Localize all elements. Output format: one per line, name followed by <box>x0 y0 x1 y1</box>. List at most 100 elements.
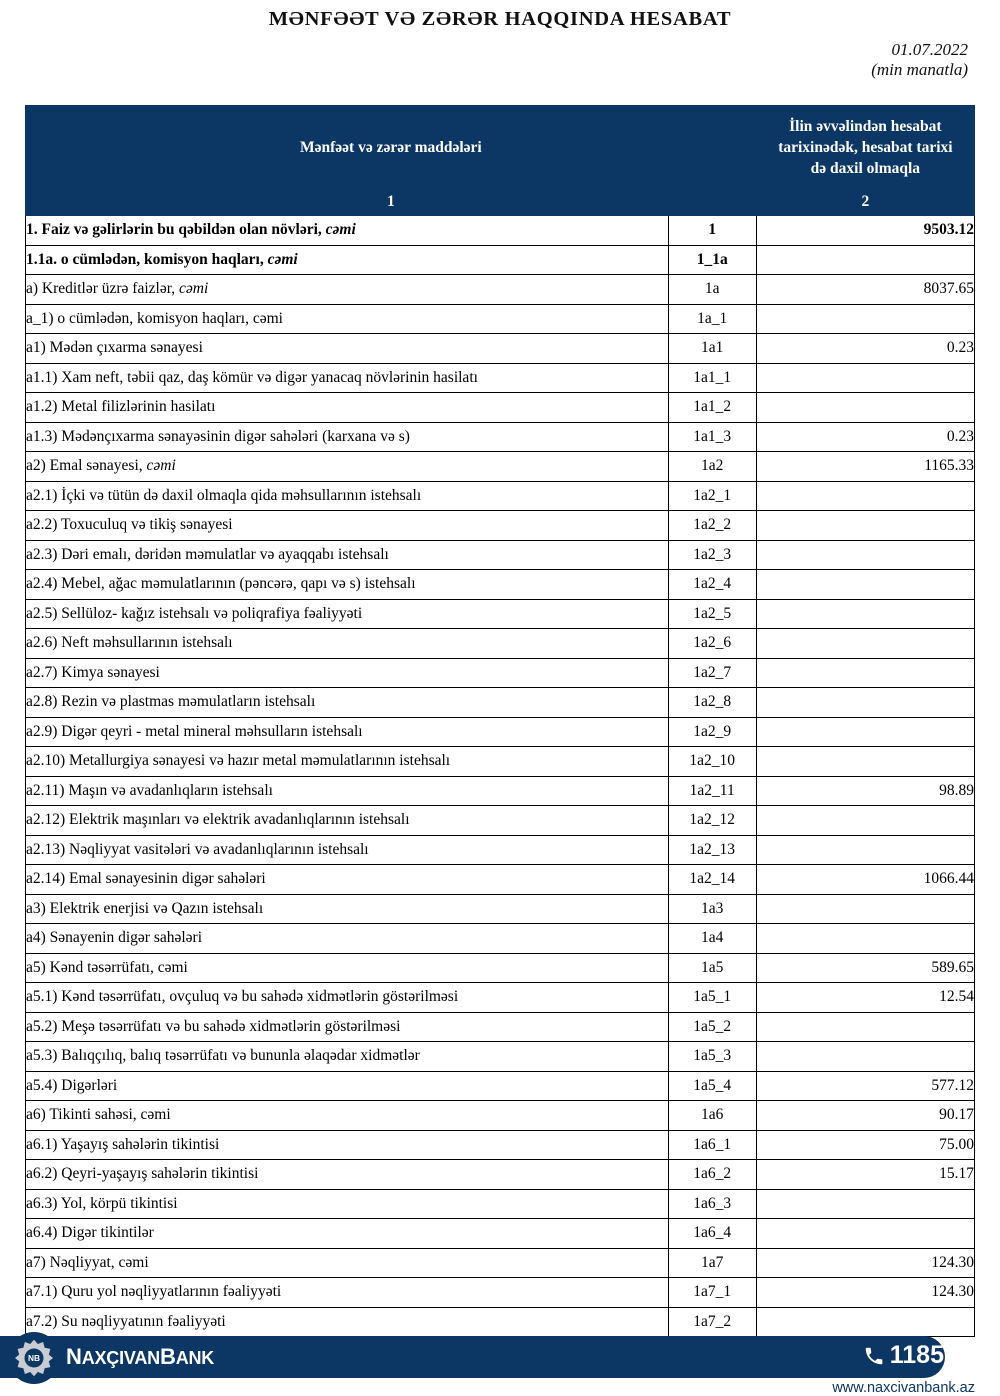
phone-number: 1185 <box>889 1341 944 1369</box>
row-label: a2.2) Toxuculuq və tikiş sənayesi <box>25 510 669 541</box>
row-value <box>755 657 976 688</box>
row-label: a5.4) Digərləri <box>25 1070 669 1101</box>
website-url[interactable]: www.naxcivanbank.az <box>832 1380 975 1396</box>
table-row: a6) Tikinti sahəsi, cəmi 1a6 90.17 <box>25 1100 976 1131</box>
table-row: a2.11) Maşın və avadanlıqların istehsalı… <box>25 775 976 806</box>
table-row: a) Kreditlər üzrə faizlər, cəmi 1a 8037.65 <box>25 274 976 305</box>
row-label-text: 1. Faiz və gəlirlərin bu qəbildən olan n… <box>26 221 326 239</box>
row-label: a2.12) Elektrik maşınları və elektrik av… <box>25 805 669 836</box>
row-label-text: a5.2) Meşə təsərrüfatı və bu sahədə xidm… <box>26 1017 401 1035</box>
row-value <box>755 893 976 924</box>
row-label-text: a2.4) Mebel, ağac məmulatlarının (pəncər… <box>26 575 416 593</box>
row-label-text: a2.5) Sellüloz- kağız istehsalı və poliq… <box>26 604 363 622</box>
row-value: 8037.65 <box>755 274 976 305</box>
row-label-text: a4) Sənayenin digər sahələri <box>26 929 203 947</box>
row-value <box>755 539 976 570</box>
row-label: a6.1) Yaşayış sahələrin tikintisi <box>25 1129 669 1160</box>
row-label-text: a2.3) Dəri emalı, dəridən məmulatlar və … <box>26 545 389 563</box>
row-label: a2.3) Dəri emalı, dəridən məmulatlar və … <box>25 539 669 570</box>
table-row: a5.4) Digərləri 1a5_4 577.12 <box>25 1070 976 1101</box>
header-row-titles: Mənfəət və zərər maddələri İlin əvvəlind… <box>25 105 976 189</box>
bank-name-ank: ANK <box>175 1348 215 1368</box>
table-row: a1.3) Mədənçıxarma sənayəsinin digər sah… <box>25 421 976 452</box>
row-code: 1a5_1 <box>667 982 757 1013</box>
table-row: a2.4) Mebel, ağac məmulatlarının (pəncər… <box>25 569 976 600</box>
row-label: a2.10) Metallurgiya sənayesi və hazır me… <box>25 746 669 777</box>
rosette-gear-icon: NB <box>15 1339 53 1377</box>
row-code: 1a2_10 <box>667 746 757 777</box>
bank-logo: NB <box>8 1332 60 1384</box>
row-label-text: a5) Kənd təsərrüfatı, cəmi <box>26 958 188 976</box>
row-value <box>755 1011 976 1042</box>
row-value <box>755 923 976 954</box>
row-value: 90.17 <box>755 1100 976 1131</box>
row-code: 1a1_3 <box>667 421 757 452</box>
table-row: a3) Elektrik enerjisi və Qazın istehsalı… <box>25 893 976 924</box>
row-label-text: a2.11) Maşın və avadanlıqların istehsalı <box>26 781 273 799</box>
table-row: a2.7) Kimya sənayesi 1a2_7 <box>25 657 976 688</box>
table-row: a2) Emal sənayesi, cəmi 1a2 1165.33 <box>25 451 976 482</box>
row-label-text: a1.2) Metal filizlərinin hasilatı <box>26 398 216 416</box>
row-value: 0.23 <box>755 421 976 452</box>
row-label-text: a2.1) İçki və tütün də daxil olmaqla qid… <box>26 486 422 504</box>
row-value <box>755 598 976 629</box>
row-label: a2.4) Mebel, ağac məmulatlarının (pəncər… <box>25 569 669 600</box>
row-label-text: a2.12) Elektrik maşınları və elektrik av… <box>26 811 410 829</box>
profit-loss-table: Mənfəət və zərər maddələri İlin əvvəlind… <box>25 105 976 1337</box>
row-label: 1.1a. o cümlədən, komisyon haqları, cəmi <box>25 244 669 275</box>
row-label: 1. Faiz və gəlirlərin bu qəbildən olan n… <box>25 215 669 246</box>
row-label: a2.9) Digər qeyri - metal mineral məhsul… <box>25 716 669 747</box>
row-label-emphasis: cəmi <box>267 250 298 268</box>
table-row: a_1) o cümlədən, komisyon haqları, cəmi 1… <box>25 303 976 334</box>
table-row: a2.13) Nəqliyyat vasitələri və avadanlıq… <box>25 834 976 865</box>
row-label-text: a1) Mədən çıxarma sənayesi <box>26 339 203 357</box>
row-label: a2.14) Emal sənayesinin digər sahələri <box>25 864 669 895</box>
row-code: 1a2_7 <box>667 657 757 688</box>
table-row: a4) Sənayenin digər sahələri 1a4 <box>25 923 976 954</box>
row-label-text: a7) Nəqliyyat, cəmi <box>26 1253 149 1271</box>
row-value: 12.54 <box>755 982 976 1013</box>
row-label-text: a5.1) Kənd təsərrüfatı, ovçuluq və bu sa… <box>26 988 459 1006</box>
row-value <box>755 716 976 747</box>
table-row: a1) Mədən çıxarma sənayesi 1a1 0.23 <box>25 333 976 364</box>
row-code: 1a2_1 <box>667 480 757 511</box>
row-label: a2.8) Rezin və plastmas məmulatların ist… <box>25 687 669 718</box>
report-meta: 01.07.2022 (min manatla) <box>871 40 968 80</box>
footer-bar <box>0 1336 945 1378</box>
table-row: a2.5) Sellüloz- kağız istehsalı və poliq… <box>25 598 976 629</box>
row-code: 1a1_2 <box>667 392 757 423</box>
row-label-text: a7.2) Su nəqliyyatının fəaliyyəti <box>26 1312 226 1330</box>
row-label: a3) Elektrik enerjisi və Qazın istehsalı <box>25 893 669 924</box>
row-label: a_1) o cümlədən, komisyon haqları, cəmi <box>25 303 669 334</box>
contact-phone[interactable]: 1185 <box>863 1341 944 1370</box>
row-value <box>755 805 976 836</box>
row-label-text: a1.3) Mədənçıxarma sənayəsinin digər sah… <box>26 427 410 445</box>
bank-name-axcivan: AXÇIVAN <box>81 1348 160 1368</box>
row-label: a1.1) Xam neft, təbii qaz, daş kömür və … <box>25 362 669 393</box>
row-value <box>755 362 976 393</box>
logo-initials: NB <box>28 1353 40 1363</box>
row-label: a5.3) Balıqçılıq, balıq təsərrüfatı və b… <box>25 1041 669 1072</box>
row-value <box>755 687 976 718</box>
row-code: 1a2_14 <box>667 864 757 895</box>
row-label: a1.3) Mədənçıxarma sənayəsinin digər sah… <box>25 421 669 452</box>
row-label-text: a2.10) Metallurgiya sənayesi və hazır me… <box>26 752 451 770</box>
row-code: 1_1a <box>667 244 757 275</box>
table-row: a2.10) Metallurgiya sənayesi və hazır me… <box>25 746 976 777</box>
row-code: 1a6_3 <box>667 1188 757 1219</box>
table-row: a2.9) Digər qeyri - metal mineral məhsul… <box>25 716 976 747</box>
table-row: a2.3) Dəri emalı, dəridən məmulatlar və … <box>25 539 976 570</box>
row-label: a4) Sənayenin digər sahələri <box>25 923 669 954</box>
table-row: a6.2) Qeyri-yaşayış sahələrin tikintisi 1… <box>25 1159 976 1190</box>
table-row: 1. Faiz və gəlirlərin bu qəbildən olan n… <box>25 215 976 246</box>
row-code: 1a <box>667 274 757 305</box>
row-label-text: a3) Elektrik enerjisi və Qazın istehsalı <box>26 899 264 917</box>
row-label: a1.2) Metal filizlərinin hasilatı <box>25 392 669 423</box>
row-label: a6.4) Digər tikintilər <box>25 1218 669 1249</box>
header-row-numbers: 1 2 <box>25 188 976 216</box>
row-label: a7.1) Quru yol nəqliyyatlarının fəaliyyə… <box>25 1277 669 1308</box>
row-label-text: a2) Emal sənayesi, <box>26 457 147 475</box>
column-number-2: 2 <box>755 188 976 216</box>
row-value <box>755 510 976 541</box>
bank-name: NAXÇIVANBANK <box>66 1344 214 1370</box>
